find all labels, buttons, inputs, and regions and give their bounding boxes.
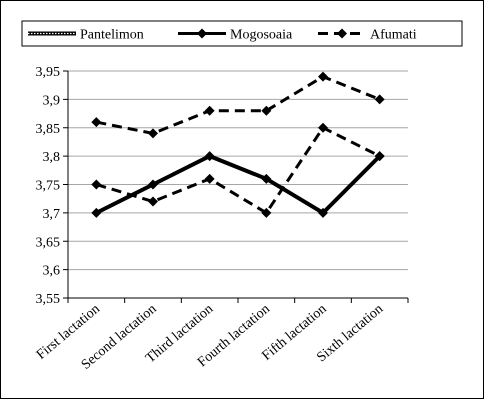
data-point bbox=[91, 207, 102, 218]
legend-entry-mogosoaia: Mogosoaia bbox=[178, 28, 293, 43]
series-unnamed-3 bbox=[91, 71, 385, 139]
series-line bbox=[95, 154, 381, 215]
legend-label: Afumati bbox=[370, 28, 417, 43]
y-tick-label: 3,8 bbox=[43, 150, 61, 165]
y-tick-label: 3,95 bbox=[36, 65, 61, 80]
data-point bbox=[148, 128, 158, 139]
data-point bbox=[318, 122, 328, 133]
y-tick-label: 3,55 bbox=[36, 292, 61, 307]
y-tick-label: 3,6 bbox=[43, 264, 61, 279]
data-point bbox=[374, 151, 385, 162]
data-point bbox=[261, 105, 272, 116]
y-tick-label: 3,9 bbox=[43, 93, 61, 108]
data-point bbox=[318, 207, 328, 218]
y-tick-label: 3,7 bbox=[43, 207, 61, 222]
legend-label: Pantelimon bbox=[80, 28, 144, 43]
data-point bbox=[261, 173, 272, 184]
legend-marker bbox=[197, 28, 207, 39]
legend-marker bbox=[337, 28, 347, 39]
data-point bbox=[148, 196, 158, 207]
data-point bbox=[204, 105, 215, 116]
data-point bbox=[91, 117, 102, 128]
legend-entry-pantelimon: Pantelimon bbox=[28, 28, 144, 43]
series-line bbox=[96, 75, 381, 135]
legend-box bbox=[21, 20, 463, 47]
data-series bbox=[91, 71, 385, 218]
data-point bbox=[91, 179, 102, 190]
grid-lines bbox=[68, 70, 408, 271]
series-line bbox=[95, 126, 381, 215]
data-point bbox=[204, 151, 215, 162]
data-point bbox=[148, 179, 158, 190]
y-tick-label: 3,75 bbox=[36, 179, 61, 194]
data-point bbox=[374, 94, 385, 105]
legend: Pantelimon Mogosoaia Afumati bbox=[21, 20, 463, 47]
legend-label: Mogosoaia bbox=[230, 28, 293, 43]
series-afumati bbox=[91, 122, 385, 218]
data-point bbox=[318, 71, 328, 82]
y-tick-label: 3,65 bbox=[36, 235, 61, 250]
data-point bbox=[261, 207, 272, 218]
data-point bbox=[204, 173, 215, 184]
y-tick-label: 3,85 bbox=[36, 122, 61, 137]
legend-entry-afumati: Afumati bbox=[318, 28, 417, 43]
